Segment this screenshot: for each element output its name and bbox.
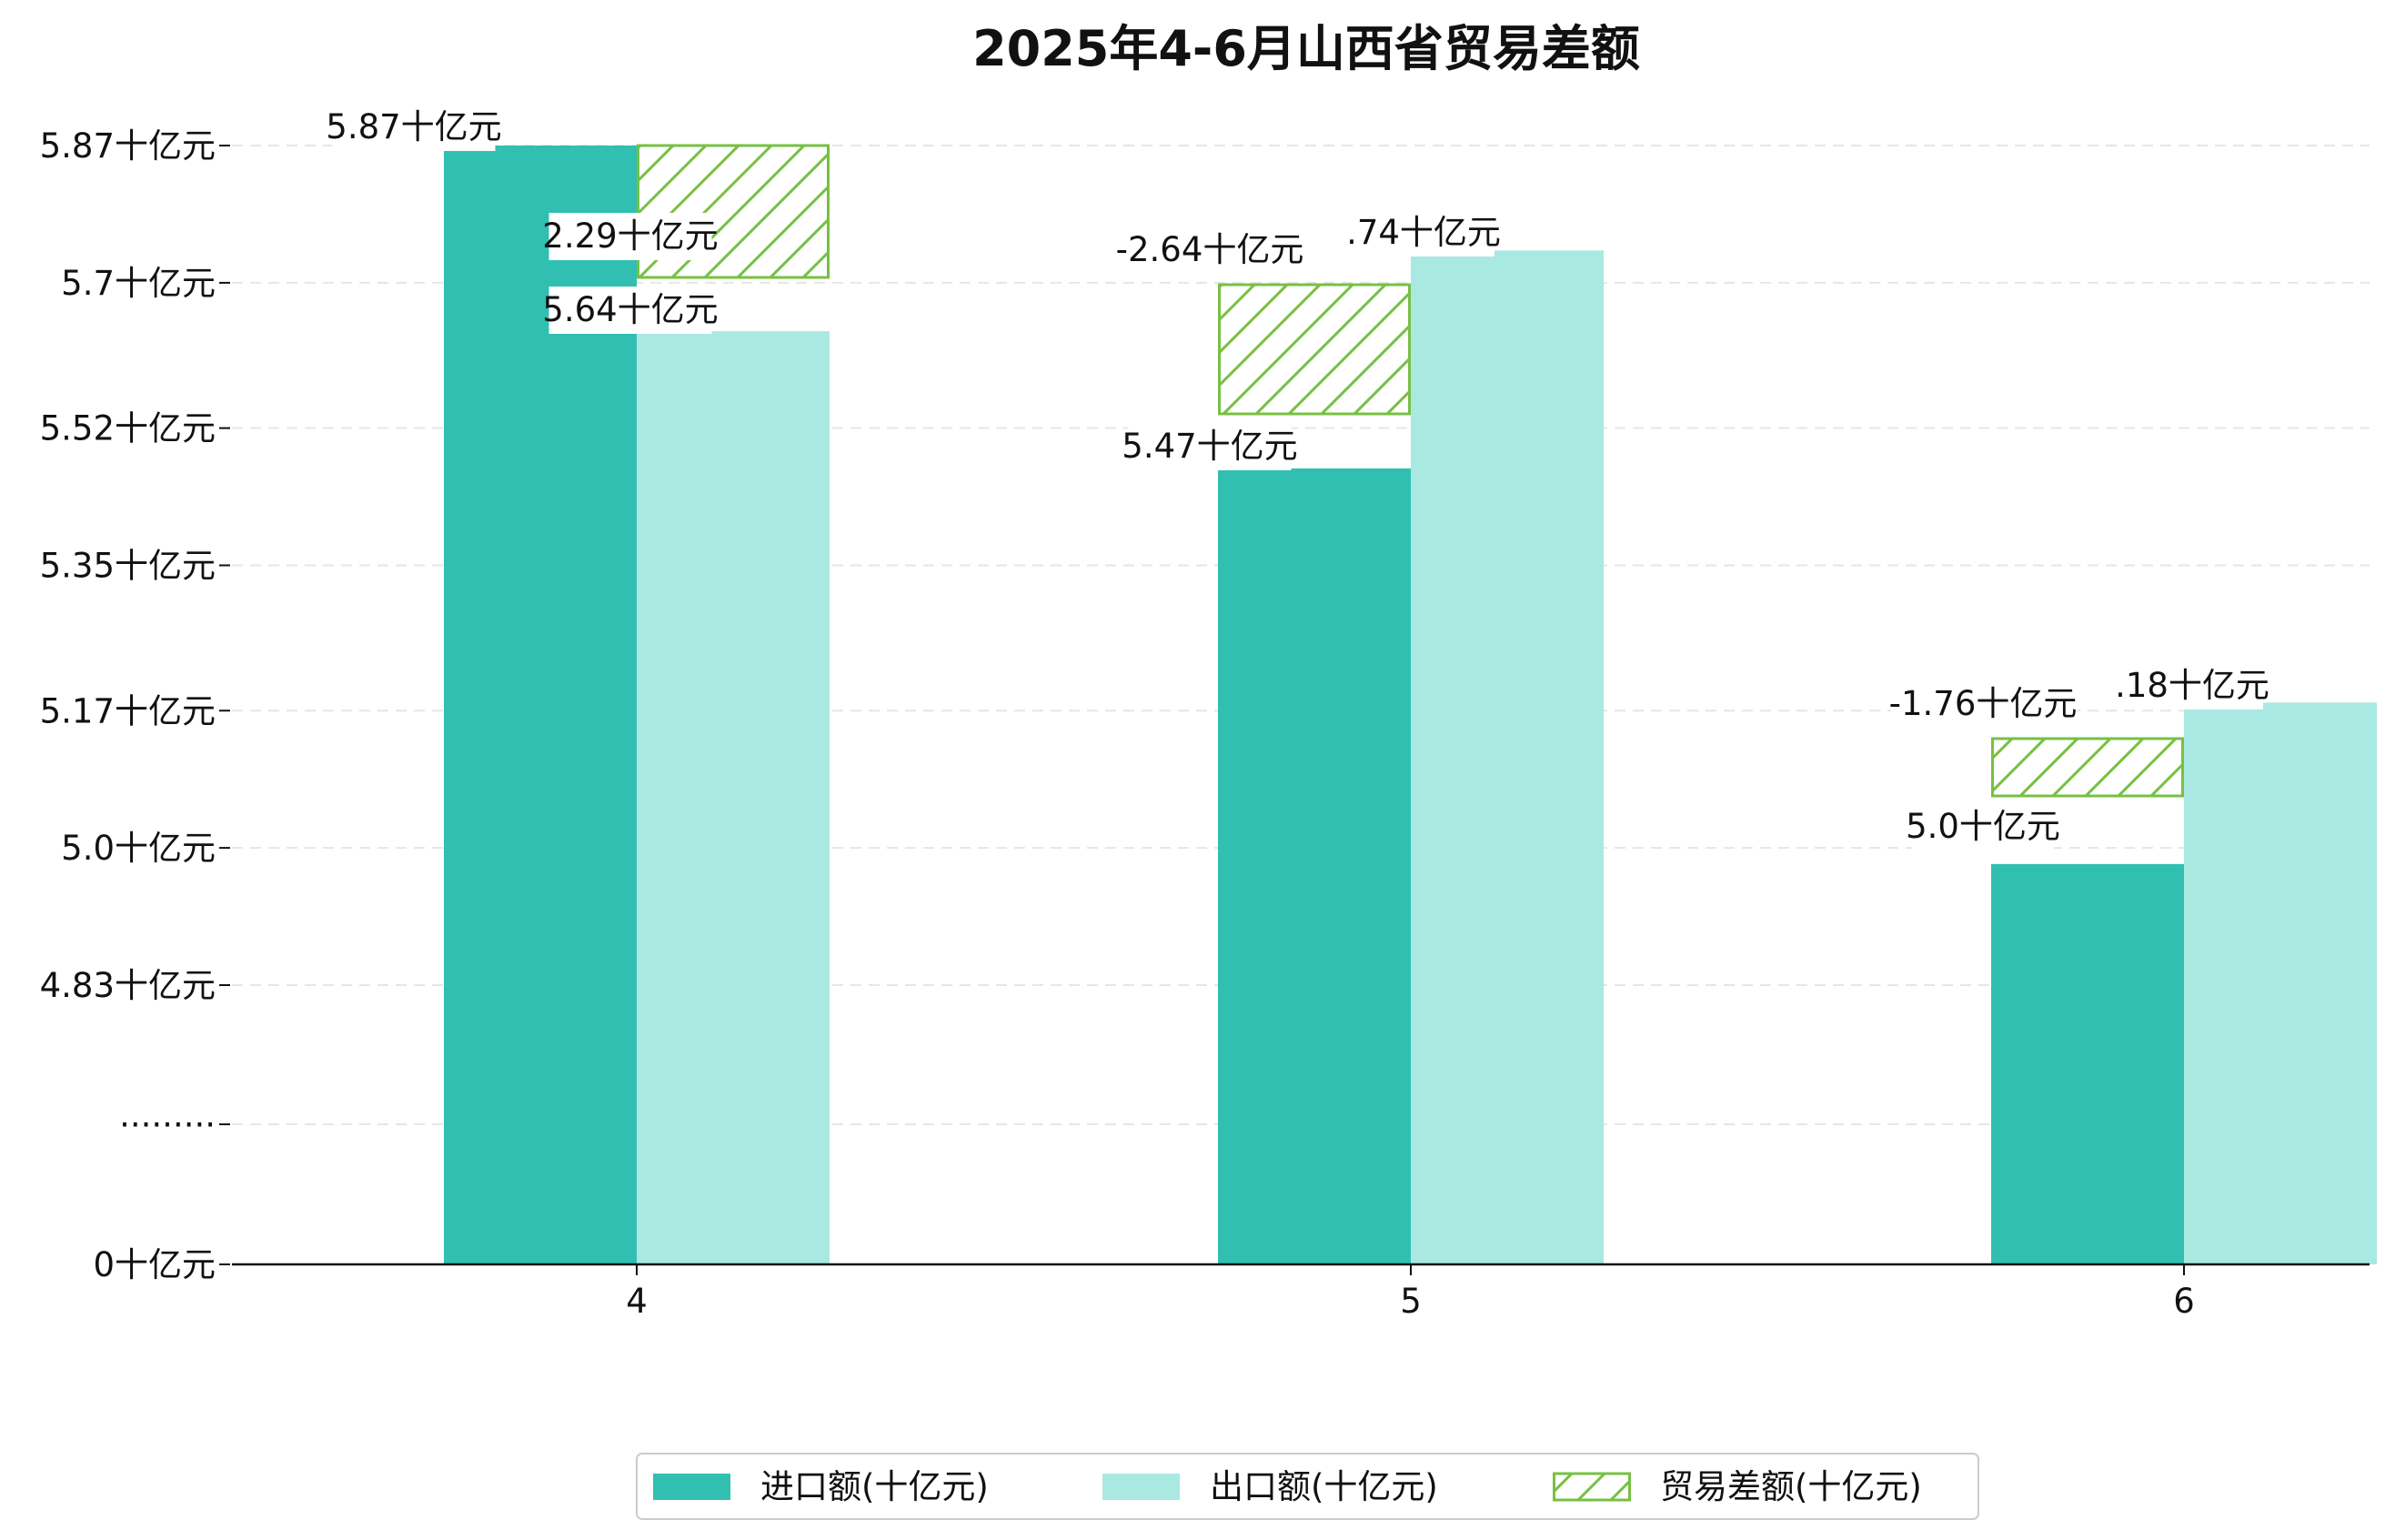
axes: 0十亿元 ········· 4.83十亿元 5.0十亿元 5.17十亿元 5.35十亿元… xyxy=(40,126,2370,1321)
import-bar xyxy=(1991,863,2184,1264)
import-value-label-bg xyxy=(1912,803,2054,851)
x-tick-label: 5 xyxy=(1400,1282,1422,1321)
export-value-label-bg xyxy=(1353,209,1494,257)
balance-value-label: -2.64十亿元 xyxy=(1116,226,1304,274)
legend-swatch xyxy=(1102,1474,1180,1500)
y-tick-label: ········· xyxy=(119,1105,216,1144)
export-bar xyxy=(637,331,830,1264)
legend: 进口额(十亿元) 出口额(十亿元) 贸易差额(十亿元) xyxy=(636,1453,1979,1520)
import-bar xyxy=(1218,468,1411,1264)
import-value-label: 5.47十亿元 xyxy=(1122,423,1298,470)
balance-value-label-bg xyxy=(1891,680,2075,728)
balance-value-label-text: 2.29十亿元 xyxy=(542,216,718,256)
import-value-label: 5.0十亿元 xyxy=(1906,803,2060,851)
x-tick-label: 4 xyxy=(626,1282,648,1321)
import-value-label-text: 5.87十亿元 xyxy=(326,107,501,146)
import-value-label-bg xyxy=(332,104,496,151)
export-bar xyxy=(2184,702,2377,1264)
legend-label: 出口额(十亿元) xyxy=(1210,1467,1438,1506)
export-value-label: .74十亿元 xyxy=(1346,209,1501,257)
balance-value-label: 2.29十亿元 xyxy=(542,213,719,260)
import-value-label-text: 5.0十亿元 xyxy=(1906,807,2060,846)
y-tick-label: 5.52十亿元 xyxy=(40,409,216,448)
y-tick-label: 5.0十亿元 xyxy=(61,829,216,868)
balance-bar xyxy=(1218,283,1411,416)
y-tick-label: 5.35十亿元 xyxy=(40,547,216,586)
export-value-label-text: .18十亿元 xyxy=(2115,666,2269,705)
balance-value-label-bg xyxy=(1118,226,1302,274)
export-value-label-text: 5.64十亿元 xyxy=(542,290,718,329)
chart-title: 2025年4-6月山西省贸易差额 xyxy=(972,20,1640,77)
balance-value-label-text: -1.76十亿元 xyxy=(1889,684,2078,723)
export-value-label-bg xyxy=(2121,662,2263,710)
export-value-label-bg xyxy=(548,287,712,334)
y-tick-label: 4.83十亿元 xyxy=(40,966,216,1005)
export-value-label-text: .74十亿元 xyxy=(1346,213,1501,252)
balance-value-label: -1.76十亿元 xyxy=(1889,680,2078,728)
balance-value-label-text: -2.64十亿元 xyxy=(1116,230,1304,269)
export-bar xyxy=(1411,250,1604,1264)
y-tick-label: 5.17十亿元 xyxy=(40,691,216,730)
import-value-label-text: 5.47十亿元 xyxy=(1122,427,1297,466)
bars xyxy=(444,144,2377,1264)
legend-label: 贸易差额(十亿元) xyxy=(1660,1467,1922,1506)
export-value-label: 5.64十亿元 xyxy=(542,287,719,334)
balance-value-label-bg xyxy=(548,213,712,260)
legend-box xyxy=(636,1453,1979,1520)
y-tick-label: 0十亿元 xyxy=(93,1245,216,1284)
x-tick-label: 6 xyxy=(2173,1282,2195,1321)
import-value-label: 5.87十亿元 xyxy=(326,104,502,151)
export-value-label: .18十亿元 xyxy=(2115,662,2269,710)
y-tick-label: 5.7十亿元 xyxy=(61,264,216,303)
legend-label: 进口额(十亿元) xyxy=(760,1467,989,1506)
legend-swatch xyxy=(653,1474,730,1500)
import-value-label-bg xyxy=(1128,423,1292,470)
data-labels: 5.87十亿元 5.47十亿元 5.0十亿元 5.64十亿元 .74十亿元 .18十亿元 2… xyxy=(326,104,2269,851)
y-tick-label: 5.87十亿元 xyxy=(40,126,216,166)
legend-swatch xyxy=(1553,1472,1631,1502)
balance-bar xyxy=(1991,737,2184,798)
